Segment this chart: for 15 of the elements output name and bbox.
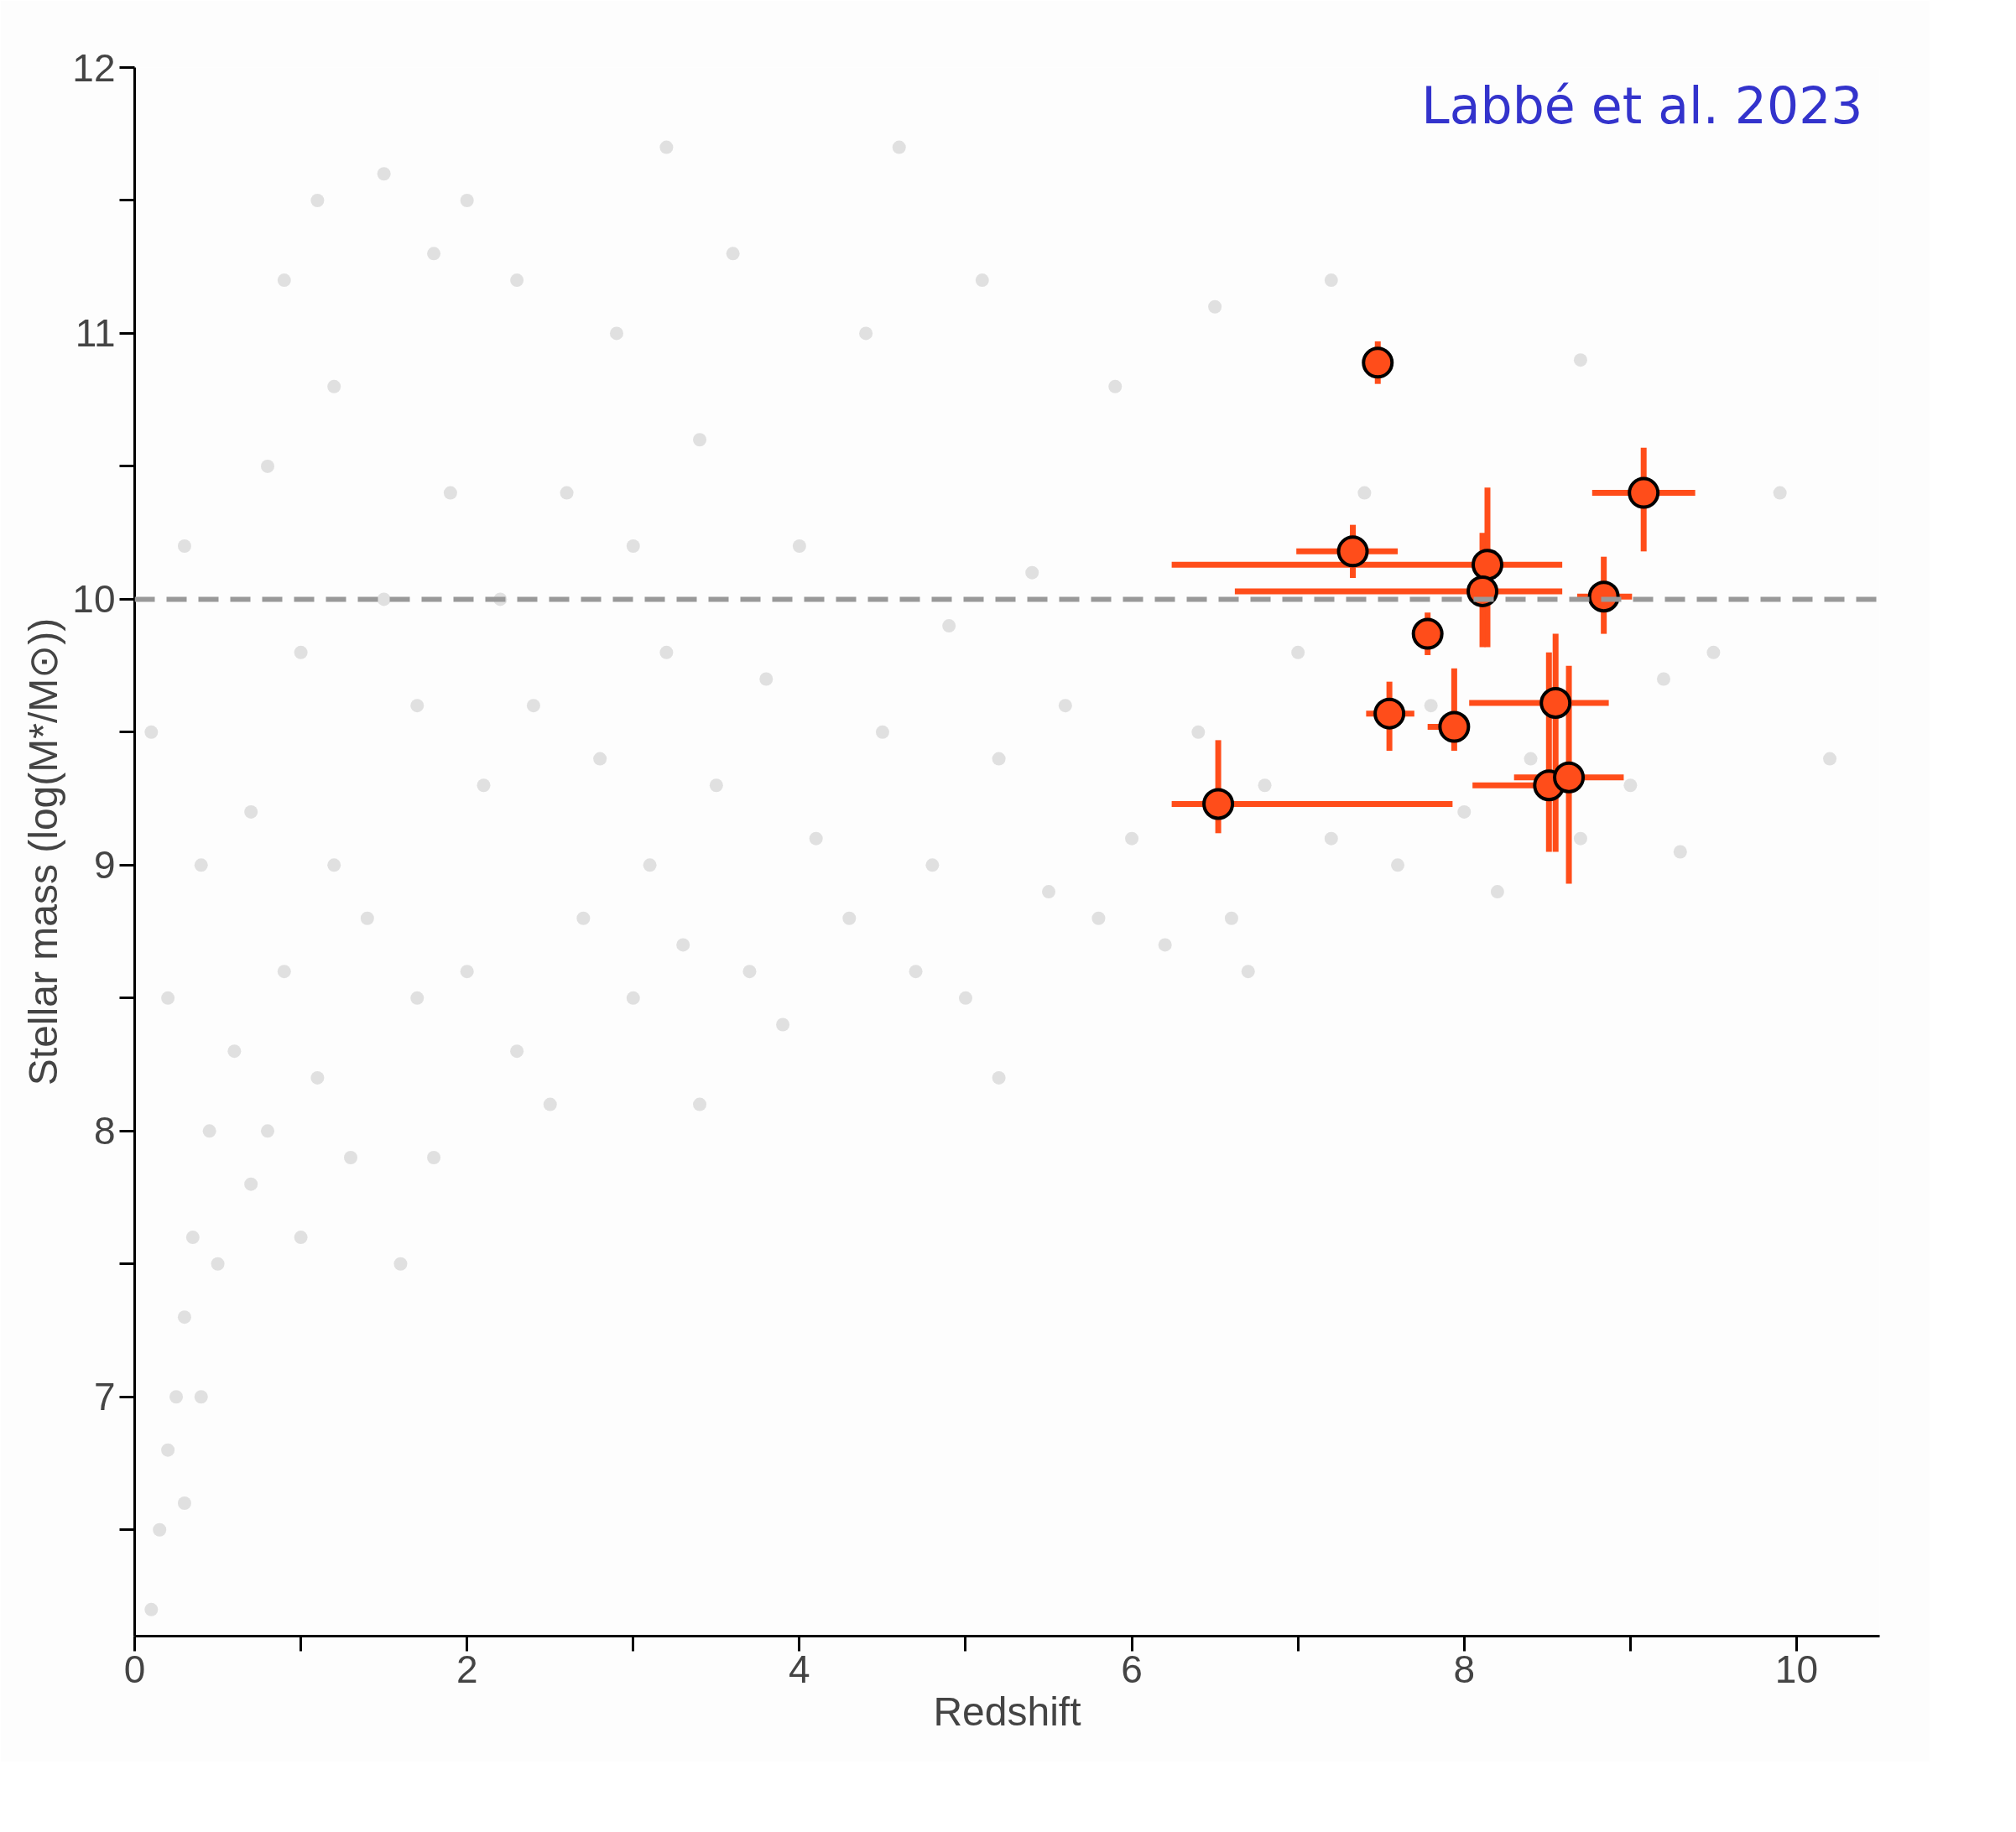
y-tick-label: 9 (93, 843, 116, 887)
y-tick-label: 11 (75, 311, 116, 356)
x-axis-title: Redshift (933, 1689, 1081, 1734)
x-tick-label: 10 (1774, 1647, 1819, 1691)
y-axis-title: Stellar mass (log(M*/M⊙)) (21, 617, 66, 1086)
y-tick-label: 10 (72, 577, 116, 622)
y-tick-label: 7 (93, 1375, 116, 1419)
y-tick-label: 8 (93, 1109, 116, 1153)
x-tick-label: 8 (1453, 1647, 1476, 1691)
x-tick-label: 0 (123, 1647, 146, 1691)
x-tick-label: 4 (789, 1647, 810, 1691)
x-tick-label: 6 (1121, 1647, 1143, 1691)
y-tick-label: 12 (72, 45, 116, 90)
x-tick-label: 2 (456, 1647, 478, 1691)
annotation: Labbé et al. 2023 (1421, 75, 1863, 135)
